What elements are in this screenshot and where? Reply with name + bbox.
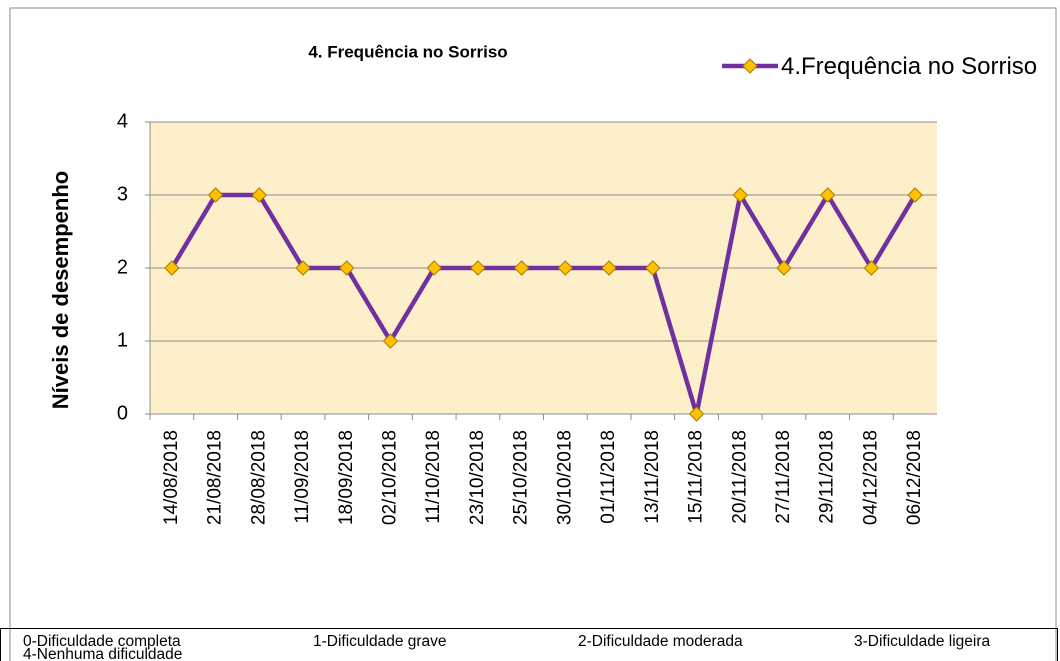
x-tick-label: 06/12/2018	[904, 430, 925, 525]
x-tick-label: 30/10/2018	[554, 430, 575, 525]
note-item: 1-Dificuldade grave	[313, 633, 447, 650]
data-point	[382, 333, 399, 349]
data-point	[470, 260, 486, 276]
data-point	[863, 260, 880, 276]
y-axis-label: Níveis de desempenho	[48, 171, 73, 409]
data-point	[207, 187, 224, 203]
x-tick-label: 21/08/2018	[205, 430, 226, 525]
note-item: 0-Dificuldade completa	[23, 633, 181, 650]
x-tick-label: 04/12/2018	[860, 430, 881, 525]
x-tick-label: 28/08/2018	[248, 430, 269, 525]
data-point	[819, 187, 836, 203]
data-point	[776, 260, 792, 276]
data-point	[295, 260, 311, 276]
x-tick-label: 29/11/2018	[817, 430, 838, 524]
data-point	[251, 187, 268, 203]
note-item: 2-Dificuldade moderada	[578, 633, 743, 650]
legend-label: 4.Frequência no Sorriso	[781, 53, 1038, 80]
y-tick-label: 0	[117, 402, 128, 424]
x-tick-label: 25/10/2018	[511, 430, 532, 525]
x-tick-label: 18/09/2018	[336, 430, 357, 525]
note-item: 4-Nenhuma dificuldade	[23, 646, 183, 661]
note-box: 0-Dificuldade completa 1-Dificuldade gra…	[0, 628, 1058, 661]
x-tick-label: 02/10/2018	[379, 430, 400, 525]
data-point	[513, 260, 530, 276]
x-tick-label: 13/11/2018	[642, 430, 663, 524]
data-point	[601, 260, 617, 276]
y-tick-label: 4	[117, 110, 128, 132]
chart-frame	[9, 7, 1057, 661]
chart-title: 4. Frequência no Sorriso	[308, 42, 507, 61]
y-tick-label: 2	[117, 256, 128, 278]
x-tick-label: 01/11/2018	[598, 430, 619, 524]
x-tick-label: 20/11/2018	[729, 430, 750, 524]
legend-marker	[742, 58, 758, 74]
data-point	[339, 260, 355, 276]
data-point	[426, 260, 442, 276]
data-point	[164, 260, 180, 276]
x-tick-label: 27/11/2018	[773, 430, 794, 524]
x-tick-label: 23/10/2018	[467, 430, 488, 525]
x-tick-label: 11/10/2018	[423, 430, 444, 524]
data-point	[732, 187, 748, 203]
data-point	[907, 187, 923, 203]
x-tick-label: 14/08/2018	[161, 430, 182, 525]
note-item: 3-Dificuldade ligeira	[854, 633, 991, 650]
data-point	[557, 260, 574, 276]
data-point	[688, 406, 705, 422]
x-tick-label: 11/09/2018	[292, 430, 313, 524]
x-tick-label: 15/11/2018	[686, 430, 707, 524]
y-tick-label: 3	[117, 183, 128, 205]
y-tick-label: 1	[117, 329, 128, 351]
data-point	[645, 260, 661, 276]
series-line	[169, 192, 918, 417]
